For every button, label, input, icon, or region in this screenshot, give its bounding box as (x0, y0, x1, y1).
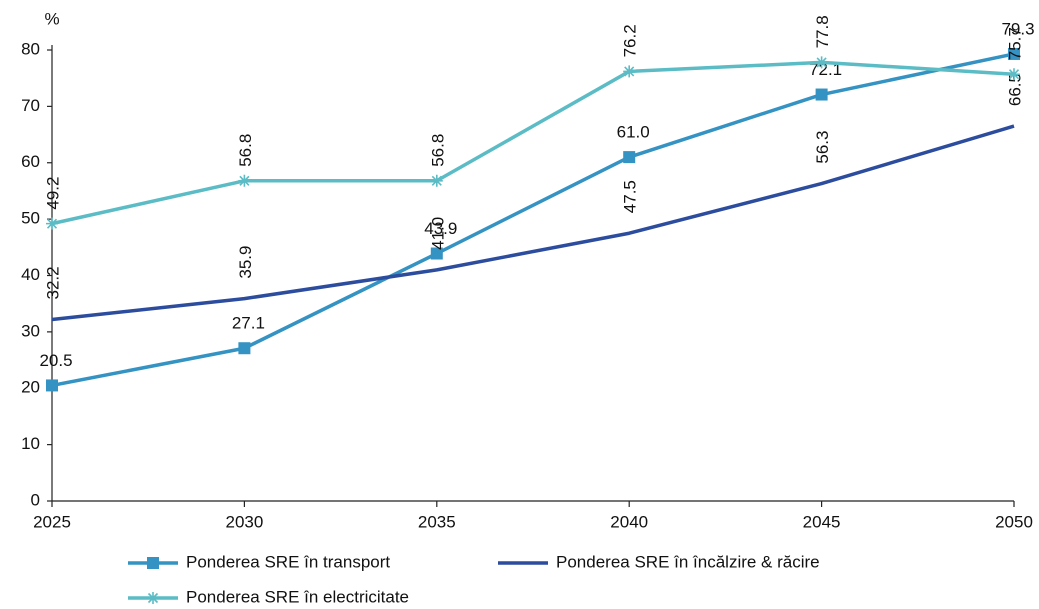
marker (1008, 68, 1020, 81)
marker (815, 88, 828, 101)
data-label: 47.5 (621, 180, 640, 213)
data-label: 79.3 (1001, 19, 1034, 38)
data-label: 56.8 (428, 134, 447, 167)
y-tick-label: 20 (21, 378, 40, 397)
data-label: 77.8 (813, 15, 832, 48)
y-tick-label: 70 (21, 96, 40, 115)
marker (238, 174, 251, 187)
legend-marker (147, 592, 159, 604)
legend-label: Ponderea SRE în încălzire & răcire (556, 552, 820, 571)
y-tick-label: 10 (21, 434, 40, 453)
marker (430, 247, 443, 260)
data-label: 20.5 (39, 351, 72, 370)
data-label: 49.2 (43, 177, 62, 210)
legend-label: Ponderea SRE în transport (186, 552, 390, 571)
legend-label: Ponderea SRE în electricitate (186, 587, 409, 606)
y-tick-label: 30 (21, 321, 40, 340)
x-tick-label: 2040 (610, 512, 648, 531)
y-tick-label: 60 (21, 152, 40, 171)
data-label: 43.9 (424, 219, 457, 238)
data-label: 56.8 (236, 134, 255, 167)
y-axis-label: % (44, 9, 59, 28)
marker (46, 379, 58, 392)
marker (623, 151, 636, 164)
data-label: 35.9 (236, 246, 255, 279)
data-label: 41.0 (428, 217, 447, 250)
x-tick-label: 2025 (33, 512, 71, 531)
y-tick-label: 40 (21, 265, 40, 284)
marker (430, 174, 443, 187)
x-tick-label: 2035 (418, 512, 456, 531)
y-tick-label: 80 (21, 39, 40, 58)
data-label: 61.0 (617, 123, 650, 142)
line (51, 124, 1015, 322)
marker (623, 65, 636, 78)
data-label: 75.7 (1005, 27, 1024, 60)
data-label: 56.3 (813, 131, 832, 164)
data-label: 76.2 (621, 24, 640, 57)
data-label: 66.5 (1005, 73, 1024, 106)
data-label: 32.2 (43, 266, 62, 299)
y-tick-label: 50 (21, 209, 40, 228)
marker (1008, 47, 1020, 60)
y-tick-label: 0 (31, 490, 40, 509)
marker (815, 56, 828, 69)
x-tick-label: 2050 (995, 512, 1033, 531)
legend-marker (147, 557, 159, 569)
x-tick-label: 2045 (803, 512, 841, 531)
marker (46, 217, 58, 230)
line (51, 52, 1015, 388)
x-tick-label: 2030 (225, 512, 263, 531)
marker (238, 342, 251, 355)
data-label: 27.1 (232, 314, 265, 333)
line (51, 60, 1015, 226)
